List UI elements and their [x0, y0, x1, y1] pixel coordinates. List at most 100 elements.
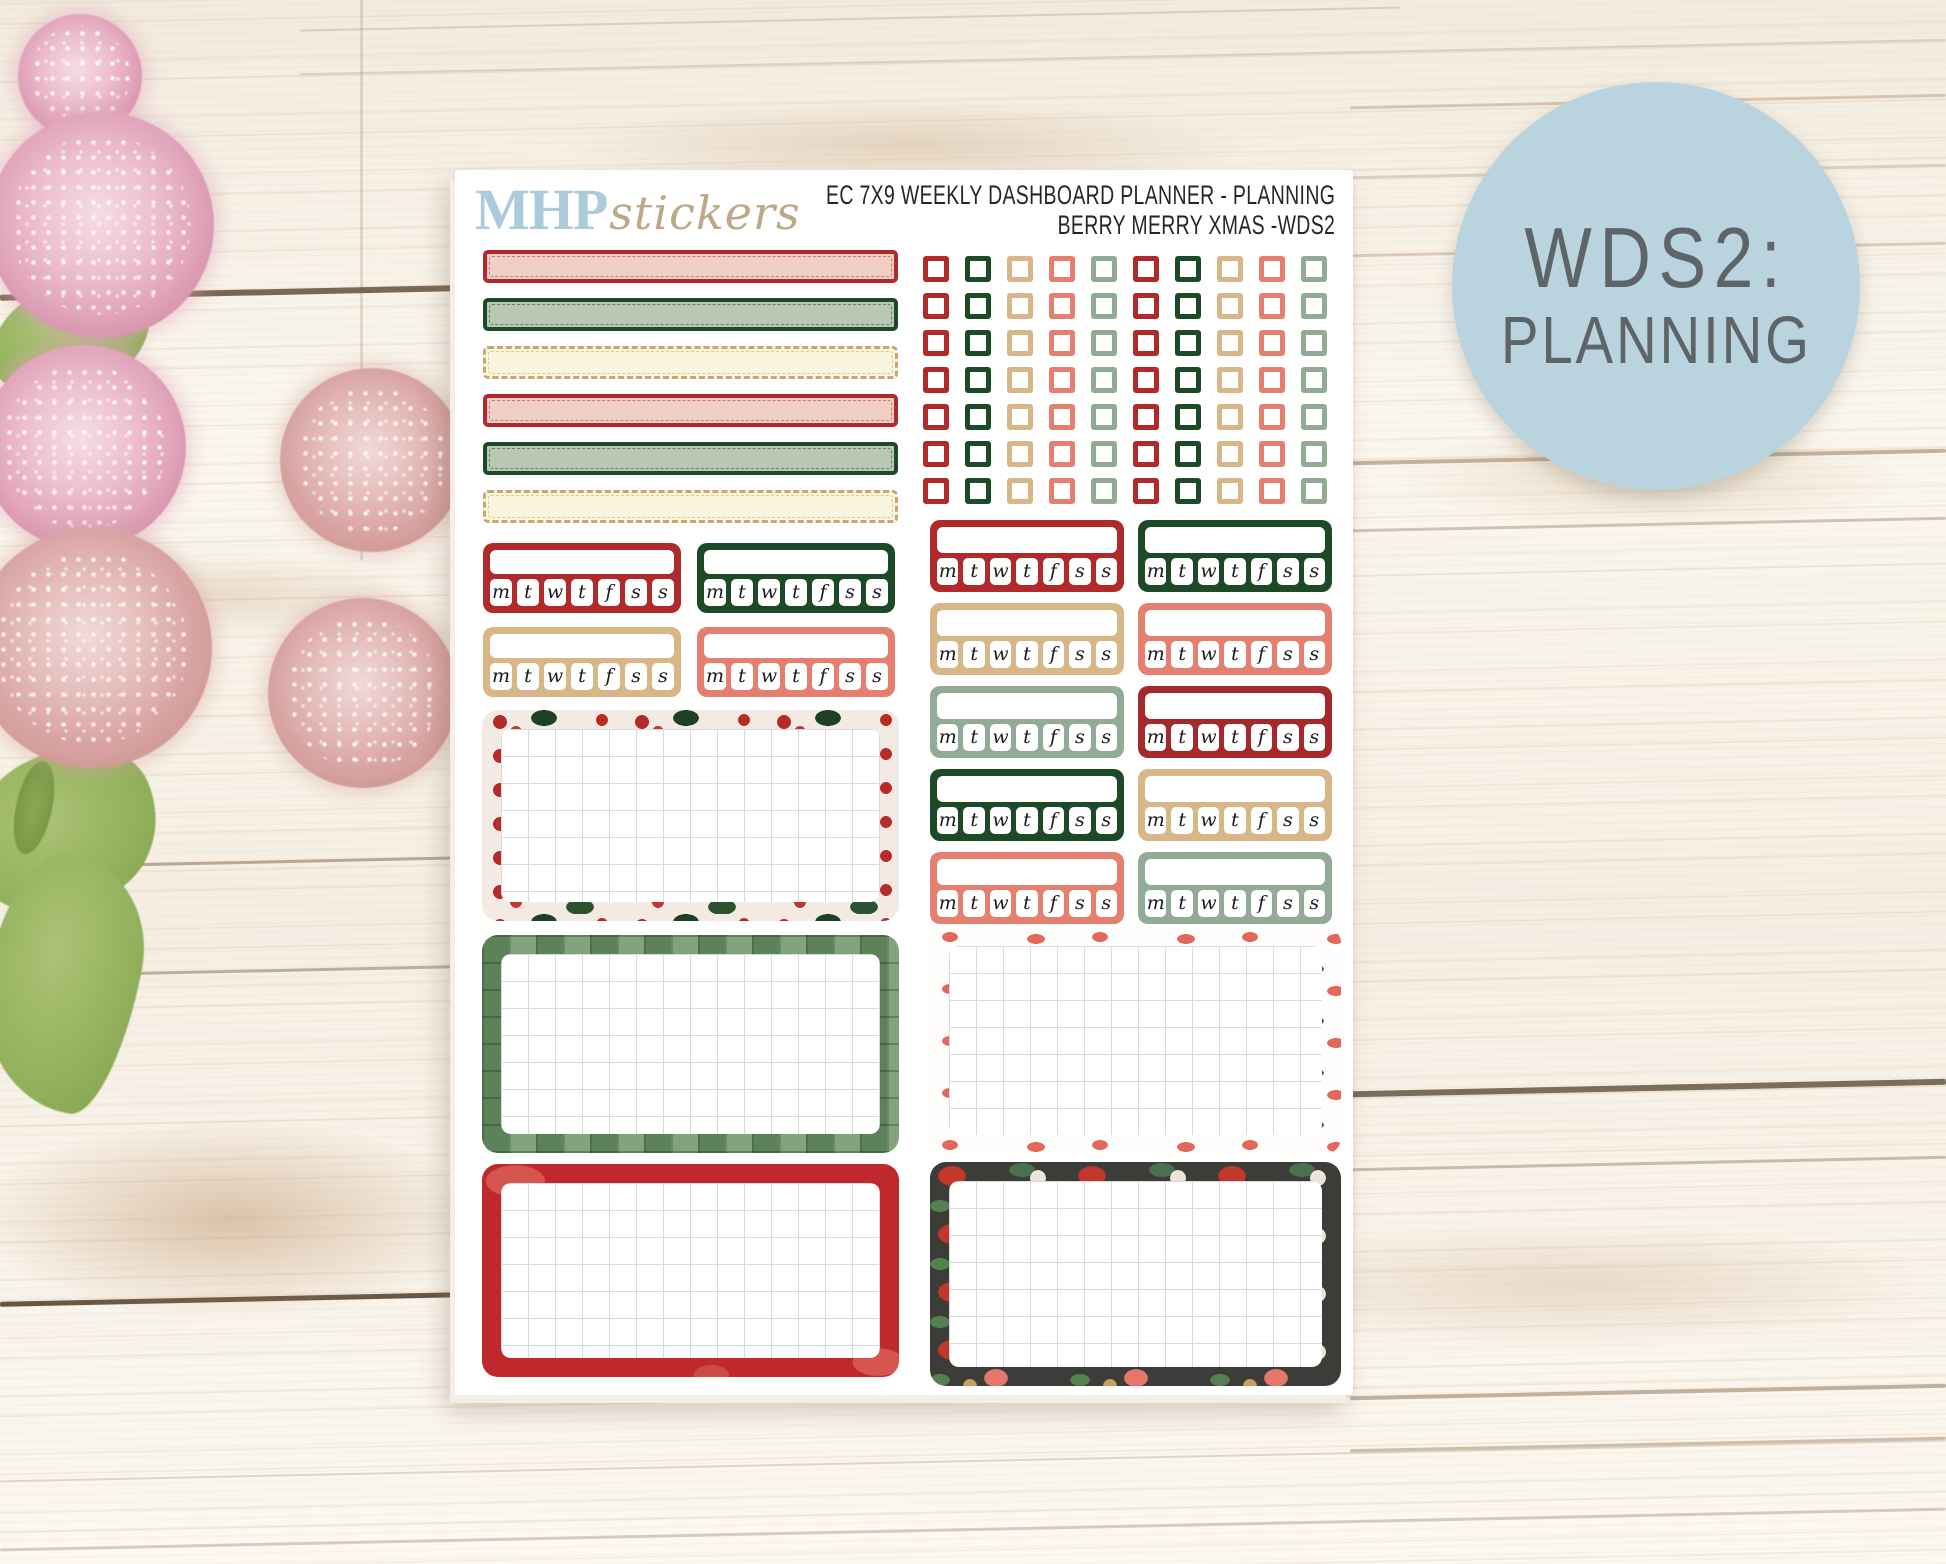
- red-solid-box-sticker: [482, 1164, 899, 1377]
- tracker-write-area: [1145, 693, 1325, 719]
- checkbox-sticker: [1091, 256, 1117, 282]
- checkbox-sticker: [1259, 330, 1285, 356]
- day-cell: s: [652, 579, 674, 606]
- checkbox-sticker: [1133, 330, 1159, 356]
- day-cell: s: [839, 663, 861, 690]
- day-cell: f: [1250, 724, 1273, 751]
- tracker-write-area: [1145, 610, 1325, 636]
- checkbox-sticker: [965, 330, 991, 356]
- day-cell: w: [989, 558, 1012, 585]
- checkbox-sticker: [1049, 367, 1075, 393]
- day-cell: f: [1250, 641, 1273, 668]
- day-cell: w: [544, 579, 566, 606]
- checkbox-sticker: [1175, 441, 1201, 467]
- tracker-write-area: [937, 859, 1117, 885]
- checkbox-sticker: [923, 478, 949, 504]
- day-cell: t: [963, 558, 985, 585]
- day-cell: m: [937, 558, 959, 585]
- checkbox-grid-group: [923, 256, 1327, 504]
- sticker-sheet: MHP stickers EC 7X9 WEEKLY DASHBOARD PLA…: [455, 170, 1353, 1395]
- day-cell: t: [1171, 807, 1193, 834]
- cream-stitched-strip: [483, 346, 898, 379]
- checkbox-sticker: [1217, 367, 1243, 393]
- tracker-write-area: [704, 634, 888, 658]
- day-cell: t: [731, 579, 753, 606]
- checkbox-sticker: [1049, 256, 1075, 282]
- checkbox-sticker: [1175, 256, 1201, 282]
- day-cell: s: [1303, 724, 1325, 751]
- day-cell: w: [1197, 558, 1220, 585]
- checkbox-sticker: [1217, 293, 1243, 319]
- tracker-write-area: [937, 693, 1117, 719]
- checkbox-sticker: [965, 367, 991, 393]
- title-line-2: BERRY MERRY XMAS -WDS2: [1057, 210, 1335, 240]
- day-cell: s: [1277, 807, 1299, 834]
- checkbox-sticker: [1091, 330, 1117, 356]
- day-cell: w: [758, 663, 780, 690]
- checkbox-sticker: [1007, 293, 1033, 319]
- day-cell: s: [1095, 641, 1117, 668]
- day-cell: w: [1197, 641, 1220, 668]
- sheet-title: EC 7X9 WEEKLY DASHBOARD PLANNER - PLANNI…: [826, 180, 1335, 240]
- day-cell: s: [1095, 807, 1117, 834]
- day-cell: m: [490, 579, 512, 606]
- checkbox-sticker: [1301, 330, 1327, 356]
- day-cell: t: [1016, 724, 1038, 751]
- checkbox-sticker: [1217, 404, 1243, 430]
- day-cell: t: [1224, 724, 1246, 751]
- checkbox-sticker: [1091, 478, 1117, 504]
- day-cell: t: [1224, 641, 1246, 668]
- checkbox-sticker: [1259, 404, 1285, 430]
- checkbox-sticker: [1175, 478, 1201, 504]
- logo-mhp-text: MHP: [475, 177, 608, 242]
- checkbox-sticker: [923, 404, 949, 430]
- checkbox-sticker: [1175, 367, 1201, 393]
- sage-stitched-strip: [483, 298, 898, 331]
- checkbox-sticker: [1259, 256, 1285, 282]
- day-cell: t: [1016, 641, 1038, 668]
- checkbox-sticker: [1007, 404, 1033, 430]
- badge-circle: WDS2: PLANNING: [1452, 82, 1860, 490]
- tracker-write-area: [937, 776, 1117, 802]
- pompom-flower: [0, 345, 186, 549]
- day-cell: m: [1145, 558, 1167, 585]
- tracker-write-area: [1145, 527, 1325, 553]
- checkbox-sticker: [1301, 293, 1327, 319]
- wood-grain-patch: [0, 1120, 480, 1320]
- day-cell: s: [1069, 724, 1091, 751]
- checkbox-sticker: [1133, 367, 1159, 393]
- checkbox-sticker: [1007, 330, 1033, 356]
- day-cell: s: [1095, 724, 1117, 751]
- tracker-write-area: [937, 610, 1117, 636]
- day-cell: m: [1145, 890, 1167, 917]
- checkbox-sticker: [923, 367, 949, 393]
- checkbox-sticker: [1259, 478, 1285, 504]
- checkbox-sticker: [965, 404, 991, 430]
- day-cell: s: [1277, 890, 1299, 917]
- checkbox-sticker: [1049, 441, 1075, 467]
- checkbox-sticker: [1175, 404, 1201, 430]
- day-cell: s: [1095, 558, 1117, 585]
- checkbox-sticker: [1175, 293, 1201, 319]
- tracker-write-area: [1145, 776, 1325, 802]
- tracker-write-area: [937, 527, 1117, 553]
- pompom-flower: [0, 528, 212, 768]
- day-cell: f: [812, 663, 834, 690]
- checkbox-sticker: [1049, 478, 1075, 504]
- day-cell: m: [704, 579, 726, 606]
- pompom-flower: [280, 368, 464, 552]
- day-cell: m: [937, 724, 959, 751]
- pink-stitched-strip: [483, 394, 898, 427]
- checkbox-sticker: [1133, 256, 1159, 282]
- tracker-write-area: [490, 634, 674, 658]
